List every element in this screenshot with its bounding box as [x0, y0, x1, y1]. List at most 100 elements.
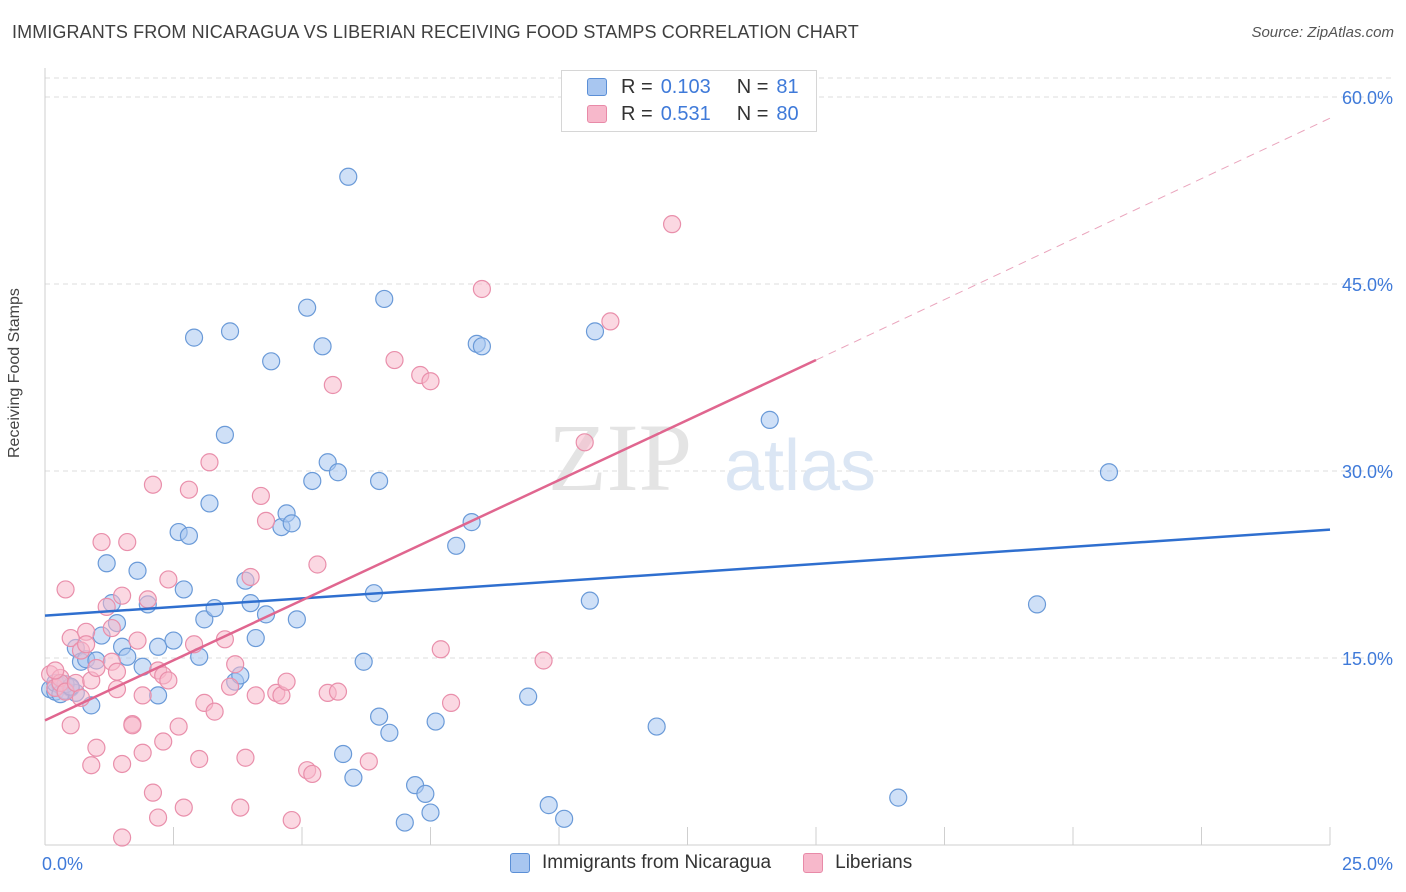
point-nicaragua — [339, 167, 358, 186]
trend-line-liberians — [44, 358, 817, 722]
point-nicaragua — [287, 610, 306, 629]
point-liberians — [200, 453, 219, 472]
point-nicaragua — [380, 723, 399, 742]
legend-label-liberians: Liberians — [835, 852, 913, 873]
point-liberians — [159, 671, 178, 690]
source-label: Source: ZipAtlas.com — [1251, 24, 1394, 41]
trend-line-nicaragua — [44, 528, 1331, 617]
point-nicaragua — [354, 652, 373, 671]
point-liberians — [143, 783, 163, 802]
legend-r-value: 0.531 — [660, 102, 711, 125]
point-nicaragua — [148, 686, 168, 705]
point-liberians — [179, 480, 199, 499]
point-nicaragua — [555, 809, 574, 828]
watermark-atlas: atlas — [724, 426, 876, 506]
point-liberians — [133, 686, 152, 705]
point-liberians — [46, 661, 65, 680]
point-nicaragua — [164, 631, 183, 650]
point-liberians — [128, 631, 147, 650]
point-nicaragua — [426, 712, 445, 731]
point-liberians — [226, 655, 245, 674]
y-tick-label: 30.0% — [1342, 462, 1393, 482]
point-liberians — [92, 532, 111, 552]
point-liberians — [328, 682, 348, 701]
point-nicaragua — [148, 637, 168, 656]
point-liberians — [241, 567, 260, 587]
point-nicaragua — [585, 322, 605, 341]
chart-title: IMMIGRANTS FROM NICARAGUA VS LIBERIAN RE… — [12, 22, 859, 42]
point-liberians — [256, 511, 276, 530]
legend-r-label: R = — [621, 102, 653, 125]
legend-row-nicaragua: R = 0.103 N = 81 — [587, 75, 840, 99]
point-liberians — [431, 640, 450, 659]
point-liberians — [56, 580, 75, 599]
point-nicaragua — [447, 536, 466, 555]
legend-r-value: 0.103 — [660, 75, 711, 98]
point-nicaragua — [344, 768, 363, 787]
point-liberians — [601, 312, 620, 331]
point-nicaragua — [334, 744, 353, 764]
y-axis-label: Receiving Food Stamps — [6, 288, 23, 458]
point-liberians — [154, 732, 173, 751]
watermark-zip: ZIP — [548, 404, 692, 511]
point-liberians — [236, 748, 255, 767]
point-nicaragua — [421, 803, 440, 822]
point-nicaragua — [174, 580, 193, 599]
point-liberians — [112, 828, 132, 847]
point-liberians — [575, 433, 594, 452]
x-tick-label: 25.0% — [1342, 854, 1393, 874]
point-nicaragua — [395, 813, 414, 832]
point-liberians — [87, 658, 106, 678]
point-liberians — [77, 635, 96, 654]
point-nicaragua — [328, 463, 348, 482]
legend-swatch-pink — [587, 105, 607, 123]
legend-n-label: N = — [736, 102, 769, 125]
point-nicaragua — [370, 471, 389, 491]
point-nicaragua — [128, 561, 147, 580]
point-liberians — [102, 618, 121, 638]
legend-row-liberians: R = 0.531 N = 80 — [587, 102, 840, 126]
point-nicaragua — [118, 647, 137, 666]
point-liberians — [112, 754, 132, 774]
point-nicaragua — [472, 337, 491, 356]
point-liberians — [385, 350, 404, 370]
point-liberians — [472, 279, 491, 299]
point-liberians — [534, 651, 553, 670]
tick-labels: 15.0% 30.0% 45.0% 60.0% 0.0% 25.0% — [42, 88, 1393, 874]
point-nicaragua — [179, 526, 199, 545]
point-nicaragua — [580, 591, 599, 610]
point-liberians — [323, 375, 342, 395]
point-liberians — [133, 743, 152, 762]
point-nicaragua — [370, 707, 389, 726]
point-nicaragua — [205, 599, 224, 618]
point-nicaragua — [184, 328, 204, 347]
point-nicaragua — [519, 687, 538, 706]
point-nicaragua — [97, 554, 116, 573]
legend-n-value: 81 — [776, 75, 799, 98]
point-liberians — [61, 716, 80, 735]
point-liberians — [662, 215, 682, 234]
point-nicaragua — [215, 425, 234, 444]
point-liberians — [143, 475, 163, 494]
point-liberians — [308, 555, 327, 574]
point-liberians — [205, 702, 224, 721]
point-nicaragua — [246, 628, 265, 648]
point-nicaragua — [303, 471, 322, 491]
point-nicaragua — [220, 322, 240, 341]
point-nicaragua — [889, 788, 908, 807]
x-tick-label: 0.0% — [42, 854, 83, 874]
legend-swatch-pink — [803, 853, 824, 873]
point-liberians — [112, 586, 132, 605]
legend-item-nicaragua[interactable]: Immigrants from Nicaragua — [510, 852, 771, 874]
data-points — [41, 167, 1119, 847]
point-liberians — [169, 717, 188, 736]
point-nicaragua — [760, 410, 779, 429]
legend-item-liberians[interactable]: Liberians — [803, 852, 912, 874]
point-nicaragua — [298, 298, 317, 317]
point-liberians — [118, 532, 137, 552]
point-nicaragua — [195, 610, 214, 629]
series-legend: Immigrants from Nicaragua Liberians — [510, 852, 944, 874]
point-liberians — [303, 764, 322, 784]
point-nicaragua — [313, 337, 332, 356]
